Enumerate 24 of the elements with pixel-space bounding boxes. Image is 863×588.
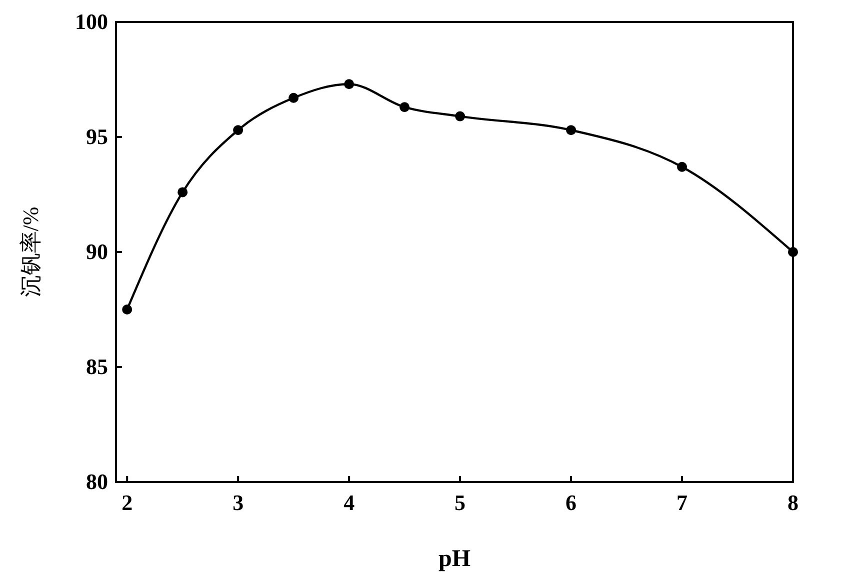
x-tick-label: 5 (454, 490, 466, 515)
x-tick-label: 4 (344, 490, 355, 515)
x-axis-title: pH (438, 546, 471, 572)
y-tick-label: 95 (86, 124, 108, 149)
point (233, 125, 244, 136)
point (677, 162, 688, 172)
x-tick-label: 2 (122, 490, 133, 515)
x-tick-label: 3 (232, 490, 244, 515)
point (344, 79, 354, 90)
x-tick-label: 8 (788, 490, 798, 515)
point (788, 247, 798, 257)
x-tick-label: 6 (566, 490, 577, 515)
point (122, 304, 132, 314)
point (400, 102, 410, 112)
point (455, 111, 466, 122)
point (178, 187, 188, 198)
y-axis-title: 沉钒率/% (18, 206, 43, 298)
y-tick-label: 80 (86, 469, 108, 494)
y-tick-label: 100 (75, 9, 108, 34)
x-tick-label: 7 (676, 490, 688, 515)
point (288, 92, 299, 103)
point (566, 125, 576, 136)
y-tick-label: 85 (86, 354, 108, 379)
y-tick-label: 90 (86, 239, 108, 264)
